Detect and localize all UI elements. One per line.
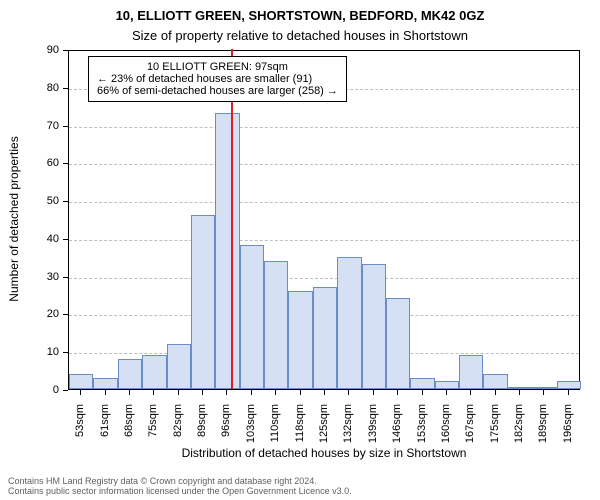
histogram-bar [167,344,191,389]
x-tick-label: 125sqm [318,404,330,464]
x-tick-label: 175sqm [489,404,501,464]
y-tick [63,239,68,240]
footer: Contains HM Land Registry data © Crown c… [8,476,352,496]
x-tick [495,390,496,395]
x-tick-label: 132sqm [342,404,354,464]
y-tick [63,126,68,127]
x-tick-label: 167sqm [464,404,476,464]
histogram-bar [532,387,556,389]
chart-title-line1: 10, ELLIOTT GREEN, SHORTSTOWN, BEDFORD, … [0,8,600,23]
histogram-bar [264,261,288,389]
histogram-bar [459,355,483,389]
y-tick-label: 30 [0,271,59,283]
y-tick [63,277,68,278]
info-box: 10 ELLIOTT GREEN: 97sqm← 23% of detached… [88,56,347,102]
footer-line: Contains HM Land Registry data © Crown c… [8,476,352,486]
y-tick [63,201,68,202]
x-tick-label: 68sqm [123,404,135,464]
info-box-line: 10 ELLIOTT GREEN: 97sqm [97,61,338,73]
y-tick [63,352,68,353]
y-tick-label: 90 [0,44,59,56]
x-tick [80,390,81,395]
y-tick-label: 70 [0,120,59,132]
x-tick-label: 82sqm [172,404,184,464]
histogram-bar [337,257,361,389]
histogram-bar [215,113,239,389]
histogram-bar [410,378,434,389]
x-tick [251,390,252,395]
x-tick [543,390,544,395]
y-tick-label: 0 [0,384,59,396]
histogram-bar [557,381,581,389]
grid-line [69,240,579,241]
x-tick [275,390,276,395]
x-tick [422,390,423,395]
x-tick-label: 196sqm [562,404,574,464]
x-tick-label: 96sqm [220,404,232,464]
x-tick-label: 153sqm [416,404,428,464]
y-tick-label: 80 [0,82,59,94]
y-tick-label: 10 [0,346,59,358]
y-axis-label: Number of detached properties [7,49,21,389]
y-tick [63,390,68,391]
y-tick-label: 50 [0,195,59,207]
x-tick-label: 146sqm [391,404,403,464]
x-tick [373,390,374,395]
info-box-line: 66% of semi-detached houses are larger (… [97,85,338,97]
x-tick-label: 75sqm [147,404,159,464]
histogram-bar [313,287,337,389]
x-tick [300,390,301,395]
histogram-bar [508,387,532,389]
y-tick [63,163,68,164]
info-box-line: ← 23% of detached houses are smaller (91… [97,73,338,85]
histogram-bar [142,355,166,389]
histogram-bar [435,381,459,389]
x-tick-label: 118sqm [294,404,306,464]
y-tick-label: 60 [0,157,59,169]
x-tick [470,390,471,395]
histogram-bar [69,374,93,389]
y-tick [63,50,68,51]
grid-line [69,164,579,165]
grid-line [69,278,579,279]
grid-line [69,202,579,203]
x-tick-label: 139sqm [367,404,379,464]
x-tick [153,390,154,395]
x-tick [397,390,398,395]
x-tick-label: 89sqm [196,404,208,464]
x-tick [446,390,447,395]
histogram-bar [483,374,507,389]
x-tick [348,390,349,395]
x-tick [519,390,520,395]
footer-line: Contains public sector information licen… [8,486,352,496]
x-tick-label: 103sqm [245,404,257,464]
x-tick [226,390,227,395]
x-tick-label: 189sqm [537,404,549,464]
y-tick [63,314,68,315]
y-tick-label: 40 [0,233,59,245]
histogram-bar [93,378,117,389]
x-tick-label: 53sqm [74,404,86,464]
x-tick-label: 160sqm [440,404,452,464]
y-tick-label: 20 [0,308,59,320]
y-tick [63,88,68,89]
chart-title-line2: Size of property relative to detached ho… [0,28,600,43]
histogram-bar [191,215,215,389]
x-tick [324,390,325,395]
x-tick [178,390,179,395]
x-tick-label: 110sqm [269,404,281,464]
histogram-bar [386,298,410,389]
x-tick [568,390,569,395]
histogram-bar [240,245,264,389]
x-tick [129,390,130,395]
x-tick-label: 182sqm [513,404,525,464]
x-tick [202,390,203,395]
histogram-bar [288,291,312,389]
x-tick [105,390,106,395]
histogram-bar [362,264,386,389]
x-tick-label: 61sqm [99,404,111,464]
grid-line [69,127,579,128]
histogram-bar [118,359,142,389]
